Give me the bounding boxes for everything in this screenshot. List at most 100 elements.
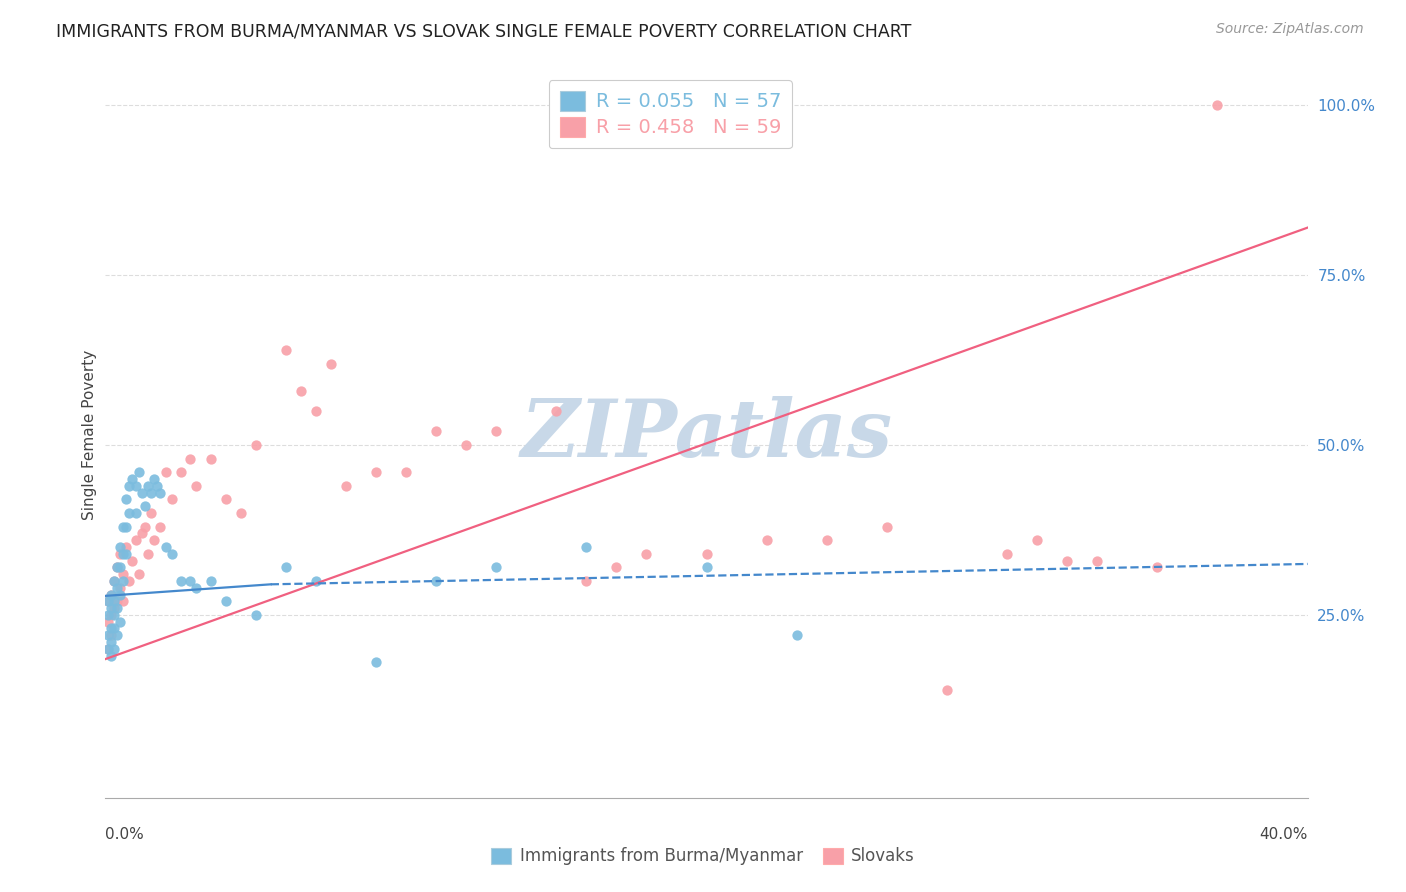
Point bbox=[107, 628, 129, 642]
Point bbox=[179, 574, 201, 588]
Point bbox=[395, 465, 418, 479]
Point bbox=[139, 506, 162, 520]
Point bbox=[107, 560, 129, 574]
Point bbox=[485, 425, 508, 439]
Point bbox=[169, 465, 191, 479]
Point bbox=[110, 615, 132, 629]
Point bbox=[546, 404, 568, 418]
Point bbox=[184, 479, 207, 493]
Point bbox=[229, 506, 252, 520]
Point bbox=[115, 547, 138, 561]
Point bbox=[121, 472, 143, 486]
Point bbox=[142, 472, 165, 486]
Point bbox=[214, 492, 236, 507]
Point bbox=[100, 622, 122, 636]
Point bbox=[636, 547, 658, 561]
Point bbox=[335, 479, 357, 493]
Text: Source: ZipAtlas.com: Source: ZipAtlas.com bbox=[1216, 22, 1364, 37]
Point bbox=[100, 635, 122, 649]
Point bbox=[148, 485, 170, 500]
Point bbox=[575, 574, 598, 588]
Point bbox=[425, 574, 447, 588]
Point bbox=[97, 641, 120, 656]
Point bbox=[214, 594, 236, 608]
Point bbox=[97, 594, 120, 608]
Point bbox=[115, 540, 138, 554]
Point bbox=[200, 451, 222, 466]
Point bbox=[1026, 533, 1049, 548]
Point bbox=[936, 682, 959, 697]
Point bbox=[696, 560, 718, 574]
Point bbox=[112, 574, 135, 588]
Point bbox=[605, 560, 627, 574]
Point bbox=[97, 641, 120, 656]
Point bbox=[319, 357, 342, 371]
Point bbox=[305, 574, 328, 588]
Point bbox=[575, 540, 598, 554]
Point bbox=[1146, 560, 1168, 574]
Point bbox=[128, 465, 150, 479]
Legend: Immigrants from Burma/Myanmar, Slovaks: Immigrants from Burma/Myanmar, Slovaks bbox=[485, 840, 921, 872]
Point bbox=[134, 499, 156, 513]
Point bbox=[118, 506, 141, 520]
Point bbox=[179, 451, 201, 466]
Point bbox=[200, 574, 222, 588]
Point bbox=[110, 560, 132, 574]
Point bbox=[100, 587, 122, 601]
Point bbox=[245, 607, 267, 622]
Y-axis label: Single Female Poverty: Single Female Poverty bbox=[82, 350, 97, 520]
Point bbox=[103, 601, 125, 615]
Point bbox=[145, 479, 167, 493]
Point bbox=[100, 607, 122, 622]
Point bbox=[290, 384, 312, 398]
Point bbox=[139, 485, 162, 500]
Point bbox=[110, 547, 132, 561]
Point bbox=[815, 533, 838, 548]
Point bbox=[485, 560, 508, 574]
Point bbox=[112, 594, 135, 608]
Point bbox=[100, 587, 122, 601]
Point bbox=[97, 615, 120, 629]
Text: 40.0%: 40.0% bbox=[1260, 827, 1308, 841]
Point bbox=[103, 574, 125, 588]
Point bbox=[155, 540, 177, 554]
Point bbox=[142, 533, 165, 548]
Point bbox=[160, 492, 183, 507]
Point bbox=[364, 465, 387, 479]
Point bbox=[128, 567, 150, 582]
Point bbox=[696, 547, 718, 561]
Point bbox=[107, 601, 129, 615]
Point bbox=[148, 519, 170, 533]
Point bbox=[274, 560, 297, 574]
Point bbox=[876, 519, 898, 533]
Point bbox=[155, 465, 177, 479]
Point bbox=[364, 656, 387, 670]
Point bbox=[118, 574, 141, 588]
Point bbox=[274, 343, 297, 357]
Point bbox=[97, 628, 120, 642]
Point bbox=[184, 581, 207, 595]
Text: 0.0%: 0.0% bbox=[105, 827, 145, 841]
Point bbox=[124, 533, 146, 548]
Point bbox=[1085, 553, 1108, 567]
Text: IMMIGRANTS FROM BURMA/MYANMAR VS SLOVAK SINGLE FEMALE POVERTY CORRELATION CHART: IMMIGRANTS FROM BURMA/MYANMAR VS SLOVAK … bbox=[56, 22, 911, 40]
Point bbox=[786, 628, 808, 642]
Point bbox=[100, 628, 122, 642]
Point bbox=[103, 607, 125, 622]
Point bbox=[136, 479, 159, 493]
Point bbox=[103, 641, 125, 656]
Point bbox=[115, 519, 138, 533]
Point bbox=[107, 560, 129, 574]
Point bbox=[121, 553, 143, 567]
Point bbox=[124, 506, 146, 520]
Point bbox=[160, 547, 183, 561]
Text: ZIPatlas: ZIPatlas bbox=[520, 396, 893, 474]
Point bbox=[100, 601, 122, 615]
Point bbox=[112, 519, 135, 533]
Point bbox=[124, 479, 146, 493]
Point bbox=[100, 648, 122, 663]
Point bbox=[136, 547, 159, 561]
Point bbox=[245, 438, 267, 452]
Point bbox=[131, 485, 153, 500]
Point bbox=[131, 526, 153, 541]
